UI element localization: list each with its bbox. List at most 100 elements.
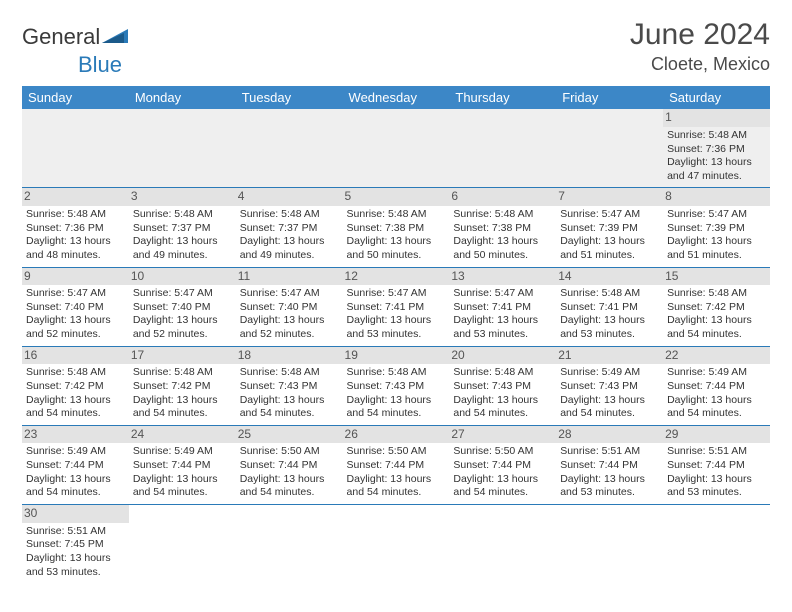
day-details: Sunrise: 5:51 AMSunset: 7:44 PMDaylight:… <box>667 445 766 500</box>
day-number: 27 <box>449 426 556 444</box>
sunset-line: Sunset: 7:43 PM <box>240 380 339 394</box>
sunrise-line: Sunrise: 5:47 AM <box>240 287 339 301</box>
sunset-line: Sunset: 7:44 PM <box>347 459 446 473</box>
sunset-line: Sunset: 7:44 PM <box>240 459 339 473</box>
sunrise-line: Sunrise: 5:51 AM <box>667 445 766 459</box>
daylight-line: Daylight: 13 hours and 54 minutes. <box>453 394 552 421</box>
day-details: Sunrise: 5:48 AMSunset: 7:42 PMDaylight:… <box>667 287 766 342</box>
day-number: 19 <box>343 347 450 365</box>
daylight-line: Daylight: 13 hours and 54 minutes. <box>133 473 232 500</box>
sunset-line: Sunset: 7:40 PM <box>26 301 125 315</box>
day-number: 29 <box>663 426 770 444</box>
day-details: Sunrise: 5:49 AMSunset: 7:44 PMDaylight:… <box>133 445 232 500</box>
sunset-line: Sunset: 7:37 PM <box>240 222 339 236</box>
calendar-day-cell: 19Sunrise: 5:48 AMSunset: 7:43 PMDayligh… <box>343 346 450 425</box>
sunset-line: Sunset: 7:41 PM <box>453 301 552 315</box>
calendar-day-cell: 8Sunrise: 5:47 AMSunset: 7:39 PMDaylight… <box>663 188 770 267</box>
day-number: 13 <box>449 268 556 286</box>
sunrise-line: Sunrise: 5:48 AM <box>26 208 125 222</box>
sunset-line: Sunset: 7:36 PM <box>26 222 125 236</box>
sunrise-line: Sunrise: 5:48 AM <box>133 208 232 222</box>
day-details: Sunrise: 5:48 AMSunset: 7:43 PMDaylight:… <box>347 366 446 421</box>
sunset-line: Sunset: 7:37 PM <box>133 222 232 236</box>
daylight-line: Daylight: 13 hours and 54 minutes. <box>453 473 552 500</box>
day-details: Sunrise: 5:47 AMSunset: 7:40 PMDaylight:… <box>133 287 232 342</box>
calendar-day-cell: 18Sunrise: 5:48 AMSunset: 7:43 PMDayligh… <box>236 346 343 425</box>
day-number: 16 <box>22 347 129 365</box>
daylight-line: Daylight: 13 hours and 52 minutes. <box>240 314 339 341</box>
day-details: Sunrise: 5:50 AMSunset: 7:44 PMDaylight:… <box>453 445 552 500</box>
calendar-day-cell: 2Sunrise: 5:48 AMSunset: 7:36 PMDaylight… <box>22 188 129 267</box>
calendar-day-cell: 10Sunrise: 5:47 AMSunset: 7:40 PMDayligh… <box>129 267 236 346</box>
calendar-day-cell <box>449 109 556 188</box>
sunrise-line: Sunrise: 5:48 AM <box>240 366 339 380</box>
sunset-line: Sunset: 7:44 PM <box>560 459 659 473</box>
daylight-line: Daylight: 13 hours and 49 minutes. <box>240 235 339 262</box>
daylight-line: Daylight: 13 hours and 54 minutes. <box>667 394 766 421</box>
calendar-day-cell: 17Sunrise: 5:48 AMSunset: 7:42 PMDayligh… <box>129 346 236 425</box>
calendar-day-cell: 30Sunrise: 5:51 AMSunset: 7:45 PMDayligh… <box>22 505 129 584</box>
sunset-line: Sunset: 7:39 PM <box>560 222 659 236</box>
daylight-line: Daylight: 13 hours and 54 minutes. <box>560 394 659 421</box>
calendar-week-row: 9Sunrise: 5:47 AMSunset: 7:40 PMDaylight… <box>22 267 770 346</box>
sunrise-line: Sunrise: 5:50 AM <box>347 445 446 459</box>
weekday-header: Saturday <box>663 86 770 109</box>
day-number: 15 <box>663 268 770 286</box>
day-details: Sunrise: 5:49 AMSunset: 7:44 PMDaylight:… <box>667 366 766 421</box>
day-details: Sunrise: 5:50 AMSunset: 7:44 PMDaylight:… <box>347 445 446 500</box>
sunrise-line: Sunrise: 5:49 AM <box>560 366 659 380</box>
sunrise-line: Sunrise: 5:47 AM <box>667 208 766 222</box>
sunrise-line: Sunrise: 5:48 AM <box>240 208 339 222</box>
day-details: Sunrise: 5:48 AMSunset: 7:42 PMDaylight:… <box>26 366 125 421</box>
logo-triangle-icon <box>102 27 128 48</box>
weekday-header-row: SundayMondayTuesdayWednesdayThursdayFrid… <box>22 86 770 109</box>
day-number: 28 <box>556 426 663 444</box>
sunset-line: Sunset: 7:43 PM <box>453 380 552 394</box>
day-number: 18 <box>236 347 343 365</box>
day-details: Sunrise: 5:49 AMSunset: 7:44 PMDaylight:… <box>26 445 125 500</box>
sunset-line: Sunset: 7:42 PM <box>133 380 232 394</box>
day-details: Sunrise: 5:47 AMSunset: 7:40 PMDaylight:… <box>240 287 339 342</box>
calendar-day-cell <box>343 109 450 188</box>
calendar-week-row: 2Sunrise: 5:48 AMSunset: 7:36 PMDaylight… <box>22 188 770 267</box>
calendar-day-cell: 20Sunrise: 5:48 AMSunset: 7:43 PMDayligh… <box>449 346 556 425</box>
day-details: Sunrise: 5:48 AMSunset: 7:36 PMDaylight:… <box>667 129 766 184</box>
calendar-day-cell <box>236 109 343 188</box>
day-details: Sunrise: 5:47 AMSunset: 7:40 PMDaylight:… <box>26 287 125 342</box>
sunrise-line: Sunrise: 5:48 AM <box>560 287 659 301</box>
calendar-day-cell <box>129 109 236 188</box>
day-number: 10 <box>129 268 236 286</box>
weekday-header: Sunday <box>22 86 129 109</box>
daylight-line: Daylight: 13 hours and 52 minutes. <box>133 314 232 341</box>
calendar-day-cell: 22Sunrise: 5:49 AMSunset: 7:44 PMDayligh… <box>663 346 770 425</box>
weekday-header: Friday <box>556 86 663 109</box>
calendar-day-cell: 11Sunrise: 5:47 AMSunset: 7:40 PMDayligh… <box>236 267 343 346</box>
logo: General Blue <box>22 24 128 78</box>
sunrise-line: Sunrise: 5:48 AM <box>667 287 766 301</box>
daylight-line: Daylight: 13 hours and 49 minutes. <box>133 235 232 262</box>
calendar-day-cell: 15Sunrise: 5:48 AMSunset: 7:42 PMDayligh… <box>663 267 770 346</box>
sunrise-line: Sunrise: 5:47 AM <box>453 287 552 301</box>
daylight-line: Daylight: 13 hours and 53 minutes. <box>667 473 766 500</box>
daylight-line: Daylight: 13 hours and 53 minutes. <box>453 314 552 341</box>
logo-text-1: General <box>22 24 100 49</box>
day-details: Sunrise: 5:51 AMSunset: 7:44 PMDaylight:… <box>560 445 659 500</box>
calendar-day-cell: 27Sunrise: 5:50 AMSunset: 7:44 PMDayligh… <box>449 425 556 504</box>
calendar-day-cell: 21Sunrise: 5:49 AMSunset: 7:43 PMDayligh… <box>556 346 663 425</box>
calendar-week-row: 23Sunrise: 5:49 AMSunset: 7:44 PMDayligh… <box>22 425 770 504</box>
calendar-week-row: 16Sunrise: 5:48 AMSunset: 7:42 PMDayligh… <box>22 346 770 425</box>
daylight-line: Daylight: 13 hours and 54 minutes. <box>26 394 125 421</box>
daylight-line: Daylight: 13 hours and 50 minutes. <box>453 235 552 262</box>
sunrise-line: Sunrise: 5:47 AM <box>26 287 125 301</box>
sunrise-line: Sunrise: 5:49 AM <box>133 445 232 459</box>
sunrise-line: Sunrise: 5:47 AM <box>133 287 232 301</box>
day-details: Sunrise: 5:47 AMSunset: 7:39 PMDaylight:… <box>667 208 766 263</box>
sunset-line: Sunset: 7:44 PM <box>133 459 232 473</box>
sunset-line: Sunset: 7:41 PM <box>347 301 446 315</box>
sunset-line: Sunset: 7:41 PM <box>560 301 659 315</box>
daylight-line: Daylight: 13 hours and 53 minutes. <box>347 314 446 341</box>
sunset-line: Sunset: 7:36 PM <box>667 143 766 157</box>
sunset-line: Sunset: 7:38 PM <box>347 222 446 236</box>
header: General Blue June 2024 Cloete, Mexico <box>22 18 770 78</box>
daylight-line: Daylight: 13 hours and 54 minutes. <box>240 473 339 500</box>
